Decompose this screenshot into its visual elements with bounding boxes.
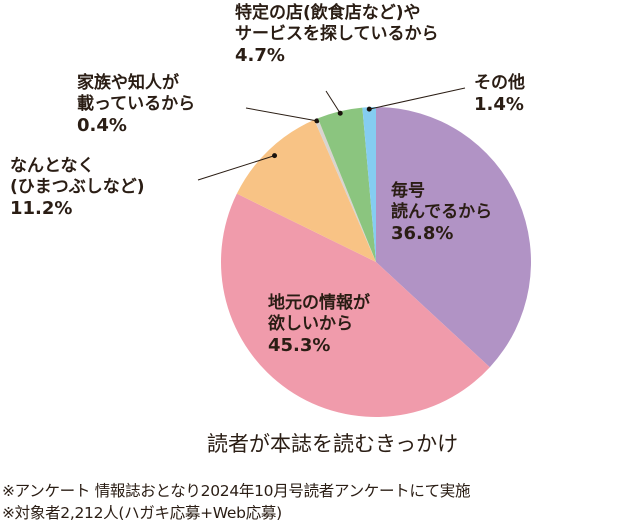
label-local-info: 地元の情報が 欲しいから 45.3% xyxy=(268,293,370,356)
data-label: 45.3% xyxy=(268,335,331,356)
pie-slice xyxy=(317,107,376,263)
leader-line xyxy=(369,87,466,110)
label-text: 載っているから xyxy=(77,94,196,114)
leader-dot xyxy=(366,106,372,112)
label-text: 読んでるから xyxy=(391,202,493,222)
leader-line xyxy=(325,90,341,114)
label-text: サービスを探しているから xyxy=(235,24,439,44)
pie-slice xyxy=(236,119,376,262)
leader-line xyxy=(197,155,275,181)
data-label: 36.8% xyxy=(391,223,454,244)
pie-slice xyxy=(376,107,531,368)
data-label: 11.2% xyxy=(10,198,73,219)
label-text: 欲しいから xyxy=(268,314,353,334)
leader-dot xyxy=(337,110,343,116)
label-other: その他 1.4% xyxy=(474,73,525,115)
label-somehow: なんとなく (ひまつぶしなど) 11.2% xyxy=(10,156,145,219)
pie-slice xyxy=(314,118,376,263)
leader-line xyxy=(245,107,317,122)
chart-title: 読者が本誌を読むきっかけ xyxy=(207,432,459,456)
leader-dot xyxy=(314,118,320,124)
data-label: 4.7% xyxy=(235,45,285,66)
data-label: 1.4% xyxy=(474,94,524,115)
leader-dot xyxy=(272,153,278,159)
label-text: 家族や知人が xyxy=(77,73,179,93)
label-text: その他 xyxy=(474,73,525,93)
survey-note: ※アンケート 情報誌おとなり2024年10月号読者アンケートにて実施 xyxy=(2,482,471,500)
label-family: 家族や知人が 載っているから 0.4% xyxy=(77,73,195,136)
pie-slice xyxy=(362,107,376,262)
label-text: 毎号 xyxy=(391,181,425,201)
pie-slice xyxy=(220,193,490,418)
label-text: (ひまつぶしなど) xyxy=(10,177,145,197)
data-label: 0.4% xyxy=(77,115,127,136)
label-text: 特定の店(飲食店など)や xyxy=(235,3,421,23)
label-text: なんとなく xyxy=(10,156,95,176)
label-every-issue: 毎号 読んでるから 36.8% xyxy=(391,181,492,244)
respondents-note: ※対象者2,212人(ハガキ応募+Web応募) xyxy=(2,504,282,522)
label-text: 地元の情報が xyxy=(268,293,370,313)
label-specific-store: 特定の店(飲食店など)や サービスを探しているから 4.7% xyxy=(235,3,439,66)
